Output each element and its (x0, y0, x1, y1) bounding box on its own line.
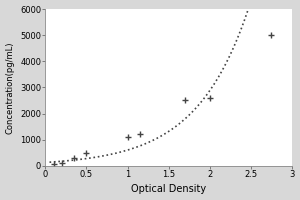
Y-axis label: Concentration(pg/mL): Concentration(pg/mL) (6, 41, 15, 134)
X-axis label: Optical Density: Optical Density (131, 184, 206, 194)
